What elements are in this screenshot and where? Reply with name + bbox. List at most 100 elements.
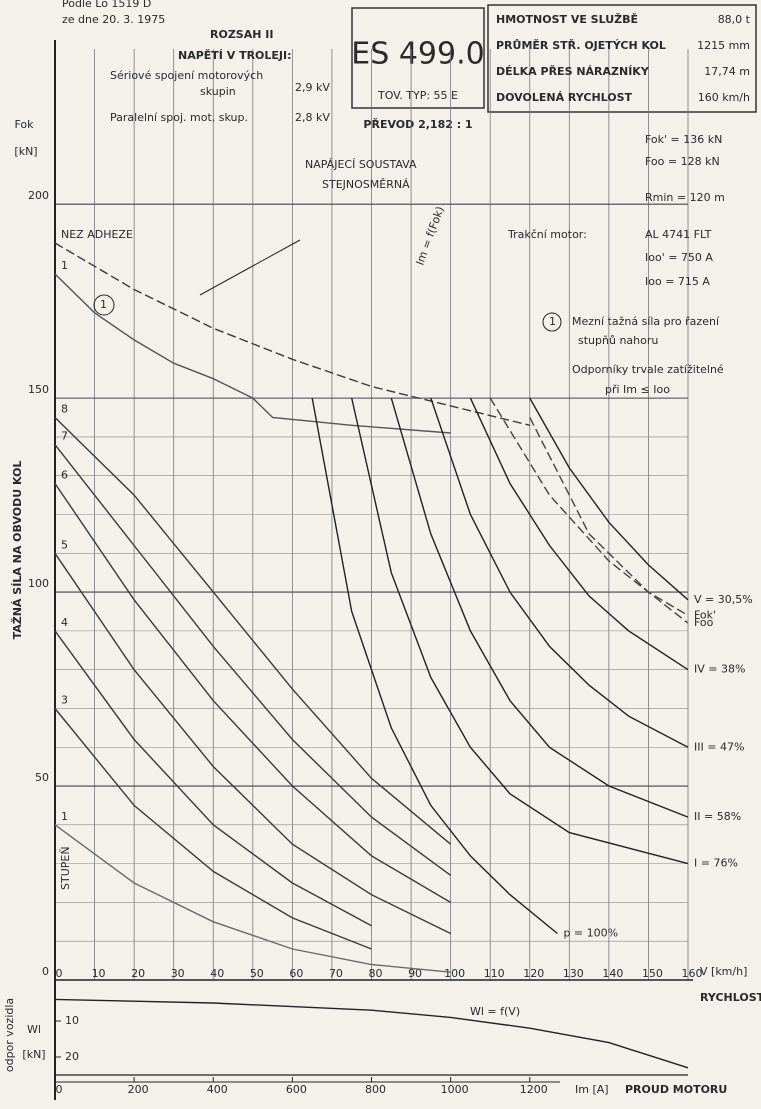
annotation: při Im ≤ Ioo <box>605 383 670 396</box>
gear-ratio: PŘEVOD 2,182 : 1 <box>363 118 472 131</box>
series-label: Foo <box>694 616 714 629</box>
x-tick-label: 50 <box>250 967 264 980</box>
spec-table-frame <box>487 4 757 113</box>
x-tick-label: 70 <box>329 967 343 980</box>
w-unit: [kN] <box>22 1048 45 1061</box>
annotation: 2,8 kV <box>295 111 330 124</box>
x-tick-label: 80 <box>369 967 383 980</box>
table-label: PRŮMĚR STŘ. OJETÝCH KOL <box>496 39 666 52</box>
x-tick-label: 100 <box>444 967 465 980</box>
table-value: 17,74 m <box>704 65 750 78</box>
annotation: Paralelní spoj. mot. skup. <box>110 111 248 124</box>
table-value: 160 km/h <box>698 91 750 104</box>
series-line <box>351 397 689 865</box>
annotation: Mezní tažná síla pro řazení <box>572 315 720 328</box>
series-label: V = 30,5% <box>694 593 753 606</box>
annotation: Odporníky trvale zatížitelné <box>572 363 724 376</box>
parameter: Ioo' = 750 A <box>645 251 713 264</box>
i-tick-label: 400 <box>207 1083 228 1096</box>
y-tick-label: 200 <box>28 189 49 202</box>
series-label: 6 <box>61 468 68 481</box>
x-tick-label: 0 <box>56 967 63 980</box>
series-label: II = 58% <box>694 810 741 823</box>
annotation: NAPÁJECÍ SOUSTAVA <box>305 158 417 171</box>
annotation: NAPĚTÍ V TROLEJI: <box>178 49 292 62</box>
series-label: III = 47% <box>694 740 744 753</box>
x-tick-label: 140 <box>602 967 623 980</box>
locomotive-name: ES 499.0 <box>351 37 484 72</box>
series-line <box>54 483 451 904</box>
x-tick-label: 20 <box>131 967 145 980</box>
x-tick-label: 60 <box>289 967 303 980</box>
x-tick-label: 10 <box>92 967 106 980</box>
i-tick-label: 800 <box>365 1083 386 1096</box>
x-tick-label: 40 <box>210 967 224 980</box>
resistance-name: Wl = f(V) <box>470 1005 520 1018</box>
annotation: 1 <box>549 315 556 328</box>
annotation: Trakční motor: <box>507 228 587 241</box>
y-unit: [kN] <box>14 145 37 158</box>
series-line <box>390 397 689 818</box>
series-label: NEZ ADHEZE <box>61 228 133 241</box>
series-line <box>430 397 689 748</box>
series-line <box>54 273 451 434</box>
pointer <box>199 239 301 296</box>
x-tick-label: 110 <box>484 967 505 980</box>
marker-circle <box>542 312 562 332</box>
annotation: ROZSAH II <box>210 28 273 41</box>
y-tick-label: 100 <box>28 577 49 590</box>
i-tick-label: 200 <box>128 1083 149 1096</box>
annotation: AL 4741 FLT <box>645 228 712 241</box>
x-tick-label: 130 <box>563 967 584 980</box>
y-label: Fok <box>14 118 34 131</box>
i-tick-label: 600 <box>286 1083 307 1096</box>
y-tick-label: 150 <box>28 383 49 396</box>
series-label: 1 <box>61 259 68 272</box>
annotation: 2,9 kV <box>295 81 330 94</box>
series-line <box>54 630 372 927</box>
table-label: DOVOLENÁ RYCHLOST <box>496 91 633 104</box>
series-label: Fok' <box>694 608 716 621</box>
series-line <box>489 397 689 617</box>
annotation: STEJNOSMĚRNÁ <box>322 178 410 191</box>
annotation: Sériové spojení motorových <box>110 69 263 82</box>
series-label: p = 100% <box>563 926 618 939</box>
parameter: Rmin = 120 m <box>645 191 725 204</box>
series-label: 5 <box>61 538 68 551</box>
series-line <box>54 824 451 973</box>
locomotive-box <box>351 7 485 109</box>
table-value: 1215 mm <box>697 39 750 52</box>
table-label: HMOTNOST VE SLUŽBĚ <box>496 13 638 26</box>
series-label: 3 <box>61 693 68 706</box>
w-tick-label: 20 <box>65 1050 79 1063</box>
series-label: 7 <box>61 430 68 443</box>
series-line <box>54 444 452 876</box>
series-line <box>54 242 530 426</box>
series-line <box>469 397 689 671</box>
x-tick-label: 150 <box>642 967 663 980</box>
x-tick-label: 30 <box>171 967 185 980</box>
i-tick-label: 1200 <box>520 1083 548 1096</box>
y-caption: TAŽNÁ SÍLA NA OBVODU KOL <box>11 461 24 640</box>
w-tick-label: 10 <box>65 1014 79 1027</box>
parameter: Foo = 128 kN <box>645 155 720 168</box>
x-tick-label: 160 <box>682 967 703 980</box>
parameter: Fok' = 136 kN <box>645 133 722 146</box>
i-tick-label: 0 <box>56 1083 63 1096</box>
x-caption: RYCHLOST <box>700 991 761 1004</box>
annotation: Podle Lo 1519 D <box>62 0 151 10</box>
table-value: 88,0 t <box>718 13 751 26</box>
series-line <box>54 417 452 845</box>
series-label: I = 76% <box>694 857 738 870</box>
i-label: Im [A] <box>575 1083 609 1096</box>
x-tick-label: 90 <box>408 967 422 980</box>
annotation: STUPEŇ <box>59 846 72 890</box>
series-line <box>529 397 689 601</box>
y-tick-label: 50 <box>35 771 49 784</box>
i-caption: PROUD MOTORU <box>625 1083 727 1096</box>
resistance-line <box>54 998 689 1069</box>
annotation: stupňů nahoru <box>578 334 658 347</box>
series-label: 8 <box>61 403 68 416</box>
marker-circle <box>93 294 115 316</box>
